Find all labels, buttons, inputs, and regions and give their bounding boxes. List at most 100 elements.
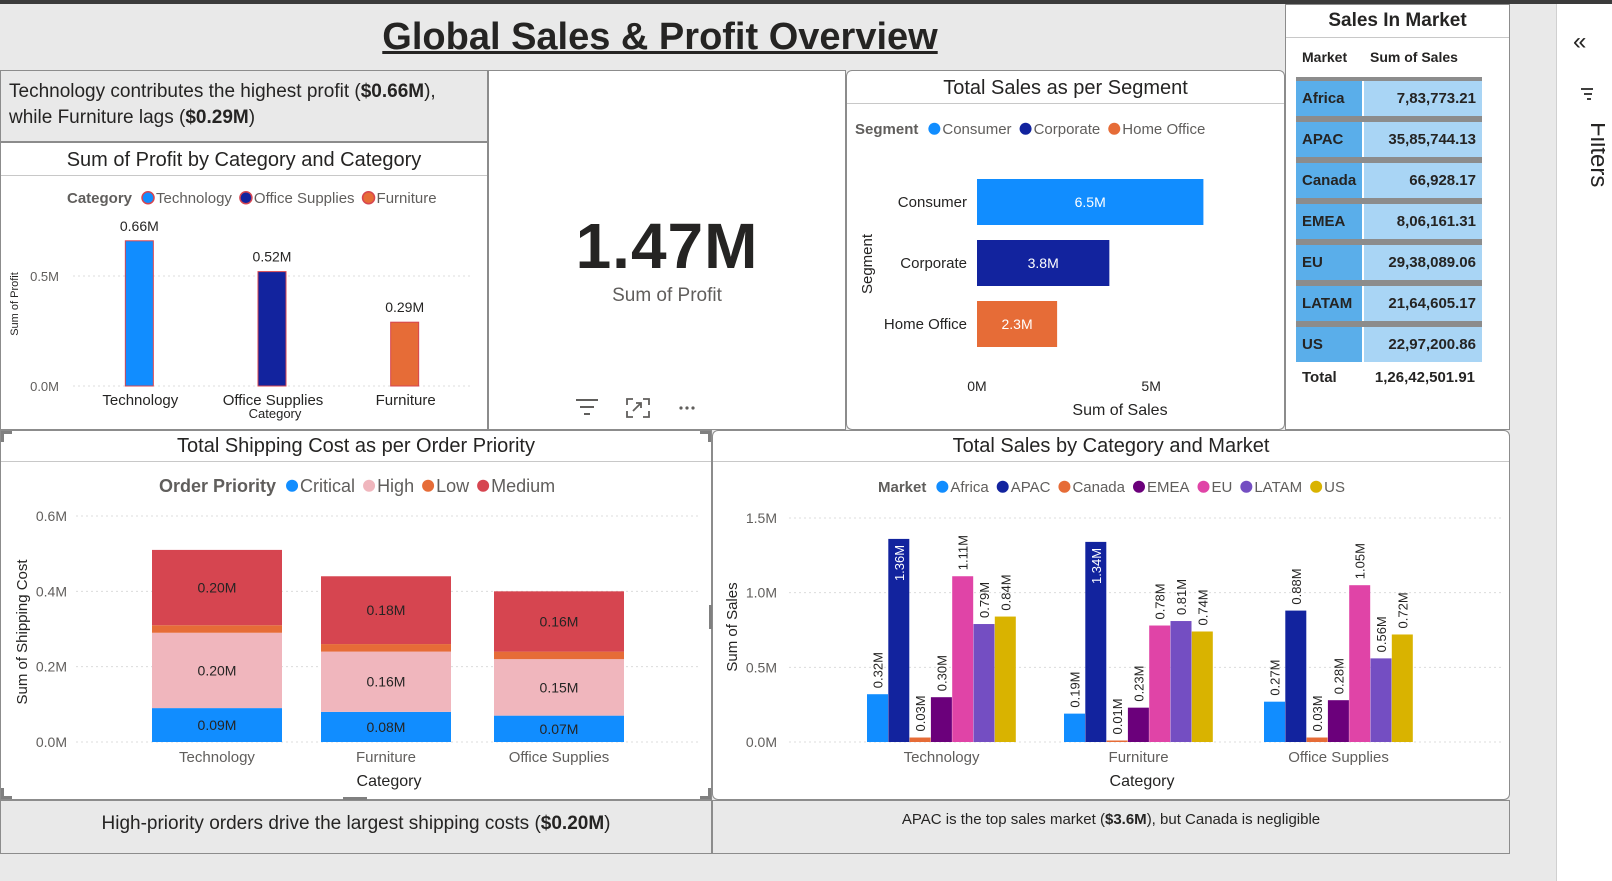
filters-label[interactable]: Filters <box>1565 122 1605 232</box>
market-cell: EMEA <box>1296 204 1362 239</box>
shipping-chart-svg: Order Priority Critical High Low Medium 0.0M 0… <box>14 476 701 790</box>
table-row[interactable]: EU 29,38,089.06 <box>1296 245 1482 280</box>
sales-in-market-table[interactable]: Sales In Market Market Sum of Sales Afri… <box>1285 4 1510 430</box>
data-label: 0.79M <box>977 582 992 618</box>
filter-pane-icon[interactable] <box>1577 84 1597 104</box>
bar <box>1327 700 1349 742</box>
table-row[interactable]: EMEA 8,06,161.31 <box>1296 204 1482 239</box>
shipping-cost-chart[interactable]: Total Shipping Cost as per Order Priorit… <box>0 430 713 801</box>
legend-item: US <box>1324 479 1345 496</box>
bar-segment <box>152 625 282 633</box>
legend-title: Market <box>878 479 926 496</box>
legend-marker <box>1310 480 1323 493</box>
market-chart-svg: Market Africa APAC Canada EMEA EU LATAM US 0.0M 0… <box>724 479 1501 790</box>
legend-item: High <box>377 476 414 496</box>
column-header-sum-of-sales[interactable]: Sum of Sales <box>1370 49 1458 65</box>
resize-handle[interactable] <box>700 788 711 799</box>
resize-handle[interactable] <box>1 431 12 442</box>
resize-handle[interactable] <box>709 605 713 629</box>
data-label: 0.72M <box>1395 592 1410 628</box>
legend-item: Furniture <box>377 190 437 207</box>
insight-text-part: Technology contributes the highest profi… <box>9 81 361 102</box>
data-label: 0.84M <box>998 574 1013 610</box>
row-divider <box>1296 157 1482 163</box>
row-divider <box>1296 280 1482 286</box>
data-label: 0.18M <box>367 602 406 618</box>
data-label: 0.29M <box>385 299 424 315</box>
focus-mode-icon[interactable] <box>623 395 653 421</box>
legend-marker <box>422 479 435 492</box>
market-cell: APAC <box>1296 122 1362 157</box>
data-label: 0.74M <box>1195 589 1210 625</box>
resize-handle[interactable] <box>700 431 711 442</box>
sales-cell: 7,83,773.21 <box>1364 81 1482 116</box>
double-chevron-left-icon[interactable]: « <box>1573 28 1587 55</box>
sales-cell: 21,64,605.17 <box>1364 286 1482 321</box>
kpi-card[interactable]: 1.47M Sum of Profit <box>488 70 846 430</box>
bar-segment <box>321 644 451 652</box>
filters-pane[interactable]: « Filters <box>1556 4 1612 881</box>
data-label: 0.78M <box>1153 583 1168 619</box>
legend-marker <box>996 480 1009 493</box>
bar-segment <box>321 576 451 645</box>
market-cell: LATAM <box>1296 286 1362 321</box>
legend-item: Canada <box>1072 479 1125 496</box>
data-label: 0.16M <box>367 674 406 690</box>
chart-title: Sum of Profit by Category and Category <box>66 149 422 171</box>
bar <box>390 321 420 387</box>
bar-segment <box>494 591 624 652</box>
bar <box>1064 713 1085 742</box>
table-row[interactable]: Africa 7,83,773.21 <box>1296 81 1482 116</box>
filter-icon[interactable] <box>573 395 603 421</box>
resize-handle[interactable] <box>343 797 367 801</box>
x-tick-label: Furniture <box>376 392 436 409</box>
legend-marker <box>1019 122 1032 135</box>
sales-by-category-market-chart[interactable]: Total Sales by Category and Market Marke… <box>712 430 1510 800</box>
data-label: 0.27M <box>1268 660 1283 696</box>
row-divider <box>1296 116 1482 122</box>
legend-item: Critical <box>300 476 355 496</box>
table-title: Sales In Market <box>1328 10 1467 31</box>
y-tick-label: Consumer <box>898 194 967 211</box>
y-tick-label: 0.5M <box>746 659 777 675</box>
y-tick-label: Home Office <box>884 316 967 333</box>
x-tick-label: Technology <box>904 749 980 766</box>
sales-cell: 8,06,161.31 <box>1364 204 1482 239</box>
insight-value: $0.29M <box>185 107 249 128</box>
sales-by-segment-chart[interactable]: Total Sales as per Segment Segment Consum… <box>846 70 1285 430</box>
profit-by-category-chart[interactable]: Sum of Profit by Category and Category C… <box>0 142 488 430</box>
bar <box>994 616 1016 742</box>
column-header-market[interactable]: Market <box>1302 49 1348 65</box>
data-label: 0.01M <box>1110 698 1125 734</box>
table-row[interactable]: APAC 35,85,744.13 <box>1296 122 1482 157</box>
legend-item: EMEA <box>1147 479 1190 496</box>
legend-marker <box>936 480 949 493</box>
profit-insight-text: Technology contributes the highest profi… <box>9 79 436 131</box>
bar <box>1127 707 1149 742</box>
data-label: 0.88M <box>1289 568 1304 604</box>
resize-handle[interactable] <box>1 788 12 799</box>
title-divider <box>1 461 711 462</box>
row-divider <box>1296 198 1482 204</box>
x-axis-title: Sum of Sales <box>1072 402 1167 419</box>
bar <box>977 301 1058 347</box>
y-tick-label: 0.6M <box>36 508 67 524</box>
insight-text-part: APAC is the top sales market ( <box>901 811 1105 828</box>
data-label: 2.3M <box>1001 316 1032 332</box>
table-row[interactable]: LATAM 21,64,605.17 <box>1296 286 1482 321</box>
insight-text-part: while Furniture lags ( <box>9 107 186 128</box>
bar <box>1106 740 1128 742</box>
bar-segment <box>152 632 282 709</box>
x-axis-title: Category <box>357 773 422 790</box>
table-row[interactable]: Canada 66,928.17 <box>1296 163 1482 198</box>
bar <box>977 179 1204 225</box>
row-divider <box>1296 239 1482 245</box>
legend-item: Low <box>436 476 470 496</box>
legend-marker <box>477 479 490 492</box>
bar <box>1191 631 1213 742</box>
market-cell: Canada <box>1296 163 1362 198</box>
more-options-icon[interactable] <box>673 395 703 421</box>
data-label: 0.23M <box>1131 666 1146 702</box>
data-label: 0.20M <box>198 580 237 596</box>
table-row[interactable]: US 22,97,200.86 <box>1296 327 1482 362</box>
